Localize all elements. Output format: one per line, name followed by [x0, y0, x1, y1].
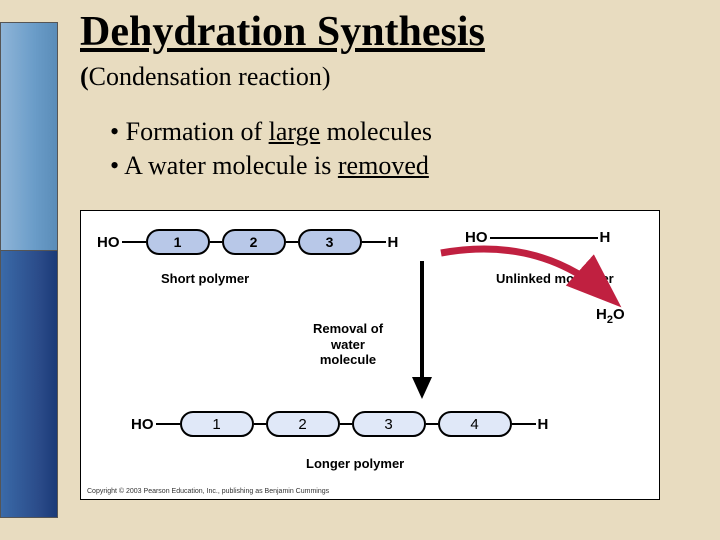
bond	[122, 241, 146, 243]
subtitle-paren: (	[80, 62, 89, 91]
reaction-diagram: HO 1 2 3 H HO H Short polymer Unlinked m…	[80, 210, 660, 500]
bond	[426, 423, 438, 425]
copyright-text: Copyright © 2003 Pearson Education, Inc.…	[87, 488, 329, 495]
slide-title: Dehydration Synthesis	[80, 8, 485, 56]
longer-polymer-row: HO 1 2 3 4 H	[129, 411, 550, 437]
h-label: H	[386, 234, 401, 251]
monomer-1: 1	[180, 411, 254, 437]
monomer-2: 2	[266, 411, 340, 437]
bond	[254, 423, 266, 425]
bond	[210, 241, 222, 243]
bond	[512, 423, 536, 425]
longer-polymer-caption: Longer polymer	[306, 456, 404, 471]
short-polymer-caption: Short polymer	[161, 271, 249, 286]
bullet-2: A water molecule is removed	[110, 149, 432, 183]
slide-subtitle: (Condensation reaction)	[80, 62, 331, 92]
water-formula: H2O	[596, 306, 625, 326]
bullet-list: Formation of large molecules A water mol…	[110, 115, 432, 183]
bond	[340, 423, 352, 425]
monomer-3: 3	[298, 229, 362, 255]
arrow-caption: Removal of water molecule	[303, 321, 393, 368]
bond	[490, 237, 544, 239]
bond	[156, 423, 180, 425]
bond	[544, 237, 598, 239]
monomer-1: 1	[146, 229, 210, 255]
slide: Dehydration Synthesis (Condensation reac…	[0, 0, 720, 540]
bond	[286, 241, 298, 243]
short-polymer-row: HO 1 2 3 H	[95, 229, 400, 255]
decorative-left-bar	[0, 0, 58, 540]
monomer-4: 4	[438, 411, 512, 437]
h-label: H	[536, 416, 551, 433]
monomer-3: 3	[352, 411, 426, 437]
monomer-2: 2	[222, 229, 286, 255]
left-bar-lower	[0, 250, 58, 518]
bond	[362, 241, 386, 243]
ho-label: HO	[95, 234, 122, 251]
subtitle-text: Condensation reaction)	[89, 62, 331, 91]
ho-label: HO	[129, 416, 156, 433]
left-bar-upper	[0, 22, 58, 262]
bullet-1: Formation of large molecules	[110, 115, 432, 149]
